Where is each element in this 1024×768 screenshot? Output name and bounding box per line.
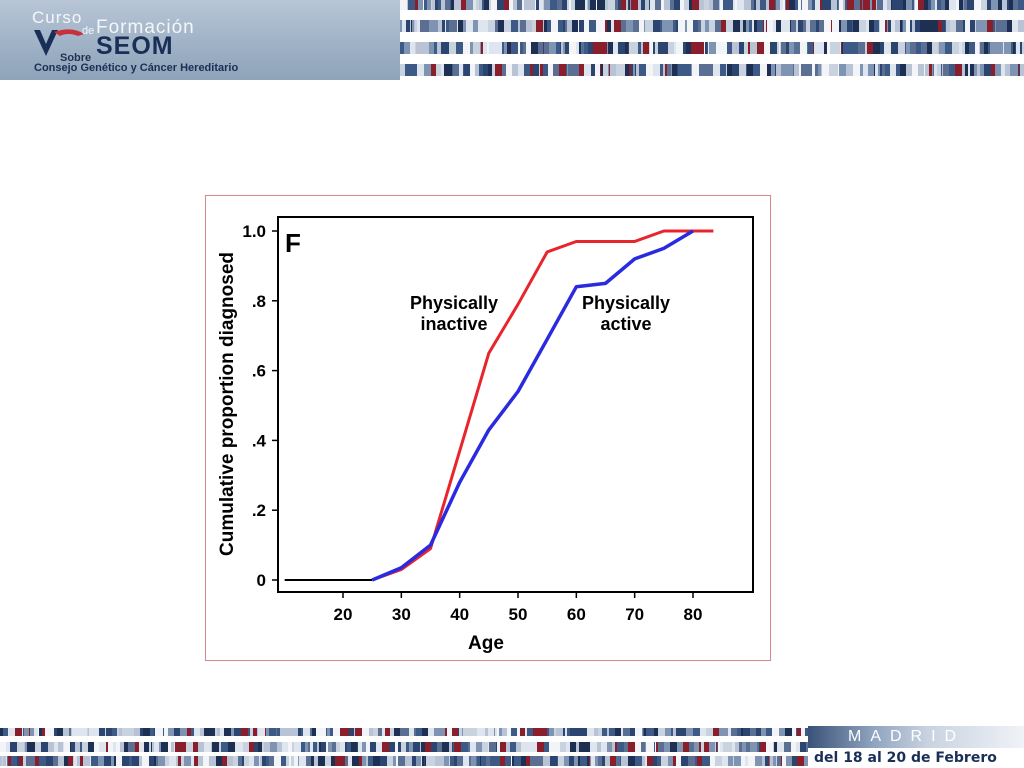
y-tick-label: .6 bbox=[252, 362, 266, 381]
logo-formacion-text: Formación bbox=[96, 17, 195, 38]
x-axis-label: Age bbox=[468, 633, 504, 654]
y-tick-label: .8 bbox=[252, 292, 266, 311]
header-banner: Curso de Formación SEOM Sobre Consejo Ge… bbox=[0, 0, 1024, 80]
x-tick-label: 70 bbox=[625, 605, 644, 624]
chart-frame: 0 .2 .4 .6 .8 1.0 20 30 40 50 60 70 80 Age Cumulative … bbox=[205, 195, 771, 661]
y-tick-label: .2 bbox=[252, 501, 266, 520]
x-tick-label: 80 bbox=[684, 605, 703, 624]
y-tick-label: 1.0 bbox=[242, 222, 266, 241]
panel-label: F bbox=[285, 228, 301, 258]
y-tick-label: .4 bbox=[252, 431, 267, 450]
madrid-band bbox=[808, 726, 1024, 748]
logo-de-text: de bbox=[82, 25, 95, 37]
event-city: MADRID bbox=[848, 728, 966, 745]
logo-curso-text: Curso bbox=[32, 8, 83, 27]
logo-sobre-text: Sobre bbox=[60, 52, 92, 64]
event-dates: del 18 al 20 de Febrero bbox=[814, 750, 997, 766]
footer-stripes-decoration bbox=[0, 726, 808, 768]
series-label-physically-active: Physically bbox=[582, 293, 670, 313]
event-location-block: MADRID del 18 al 20 de Febrero bbox=[808, 726, 1024, 768]
logo-seom-text: SEOM bbox=[96, 32, 174, 60]
header-stripes-decoration bbox=[400, 0, 1024, 80]
series-label-physically-inactive: inactive bbox=[420, 314, 487, 334]
series-label-physically-inactive: Physically bbox=[410, 293, 498, 313]
x-tick-label: 40 bbox=[450, 605, 469, 624]
y-tick-label: 0 bbox=[257, 571, 266, 590]
x-tick-label: 20 bbox=[334, 605, 353, 624]
course-logo: Curso de Formación SEOM Sobre Consejo Ge… bbox=[0, 0, 400, 80]
plot-area-border bbox=[277, 216, 754, 593]
footer-banner: MADRID del 18 al 20 de Febrero bbox=[0, 726, 1024, 768]
series-label-physically-active: active bbox=[600, 314, 651, 334]
x-tick-label: 60 bbox=[567, 605, 586, 624]
series-line-physically-active bbox=[371, 229, 694, 582]
x-tick-label: 30 bbox=[392, 605, 411, 624]
y-axis-label: Cumulative proportion diagnosed bbox=[217, 252, 238, 556]
logo-subtitle-text: Consejo Genético y Cáncer Hereditario bbox=[34, 62, 239, 74]
series-line-physically-inactive bbox=[371, 229, 714, 582]
seom-v-emblem-icon bbox=[34, 29, 84, 56]
x-tick-label: 50 bbox=[509, 605, 528, 624]
cumulative-diagnosis-chart: 0 .2 .4 .6 .8 1.0 20 30 40 50 60 70 80 Age Cumulative … bbox=[217, 216, 754, 654]
